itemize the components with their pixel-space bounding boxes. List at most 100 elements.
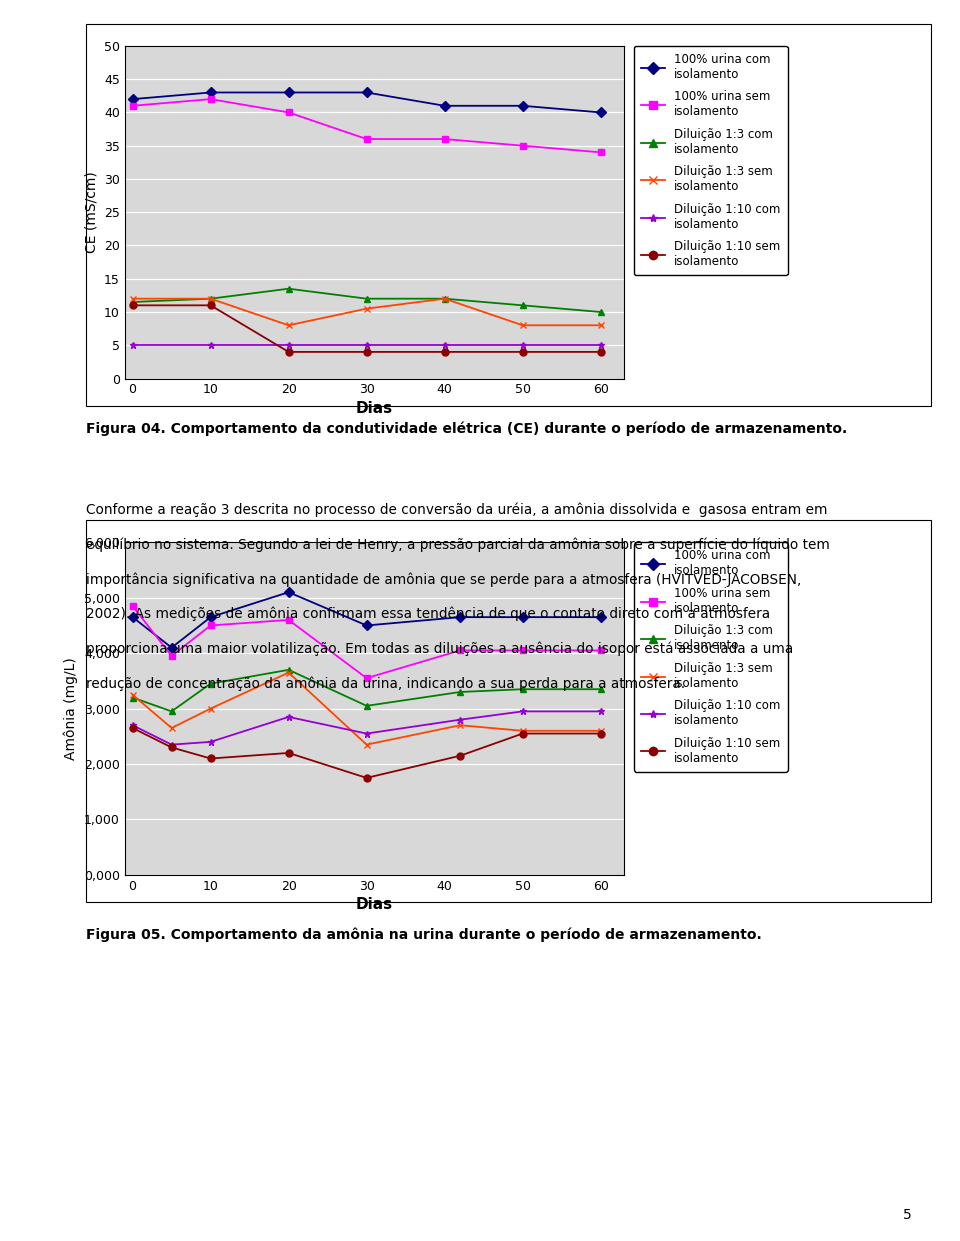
100% urina sem
isolamento xyxy=(127,598,138,613)
Text: 5: 5 xyxy=(903,1209,912,1222)
Diluição 1:3 sem
isolamento xyxy=(595,318,607,333)
Diluição 1:10 sem
isolamento xyxy=(204,298,216,313)
Line: 100% urina com
isolamento: 100% urina com isolamento xyxy=(130,588,604,652)
Line: Diluição 1:10 sem
isolamento: Diluição 1:10 sem isolamento xyxy=(130,302,604,355)
100% urina com
isolamento xyxy=(204,609,216,624)
100% urina com
isolamento xyxy=(439,98,450,113)
Line: Diluição 1:10 sem
isolamento: Diluição 1:10 sem isolamento xyxy=(130,725,604,782)
100% urina sem
isolamento xyxy=(204,618,216,633)
Diluição 1:10 sem
isolamento xyxy=(595,726,607,741)
Line: Diluição 1:3 com
isolamento: Diluição 1:3 com isolamento xyxy=(130,285,604,315)
Text: proporciona uma maior volatilização. Em todas as diluições a ausência do isopor : proporciona uma maior volatilização. Em … xyxy=(86,642,794,656)
Diluição 1:10 com
isolamento xyxy=(516,704,528,719)
Diluição 1:3 sem
isolamento xyxy=(516,318,528,333)
Diluição 1:3 sem
isolamento xyxy=(127,292,138,307)
Line: Diluição 1:10 com
isolamento: Diluição 1:10 com isolamento xyxy=(130,341,604,349)
Diluição 1:3 com
isolamento xyxy=(283,282,295,297)
Text: Figura 05. Comportamento da amônia na urina durante o período de armazenamento.: Figura 05. Comportamento da amônia na ur… xyxy=(86,927,762,942)
Diluição 1:10 com
isolamento xyxy=(361,726,372,741)
Diluição 1:3 com
isolamento xyxy=(204,292,216,307)
100% urina sem
isolamento xyxy=(516,138,528,153)
100% urina sem
isolamento xyxy=(595,643,607,658)
Text: 2002). As medições de amônia confirmam essa tendência de que o contato direto co: 2002). As medições de amônia confirmam e… xyxy=(86,607,771,622)
Y-axis label: CE (mS/cm): CE (mS/cm) xyxy=(84,171,98,253)
Diluição 1:3 com
isolamento xyxy=(595,681,607,696)
100% urina com
isolamento xyxy=(516,609,528,624)
100% urina sem
isolamento xyxy=(204,92,216,107)
Line: 100% urina sem
isolamento: 100% urina sem isolamento xyxy=(130,603,604,681)
Diluição 1:3 com
isolamento xyxy=(283,663,295,678)
Diluição 1:10 com
isolamento xyxy=(127,717,138,732)
100% urina sem
isolamento xyxy=(439,132,450,146)
Text: Conforme a reação 3 descrita no processo de conversão da uréia, a amônia dissolv: Conforme a reação 3 descrita no processo… xyxy=(86,503,828,517)
100% urina com
isolamento xyxy=(454,609,466,624)
Diluição 1:3 com
isolamento xyxy=(595,304,607,319)
Line: Diluição 1:3 sem
isolamento: Diluição 1:3 sem isolamento xyxy=(130,295,604,329)
Diluição 1:10 com
isolamento xyxy=(595,704,607,719)
Diluição 1:10 sem
isolamento xyxy=(361,345,372,360)
100% urina com
isolamento xyxy=(516,98,528,113)
Diluição 1:10 sem
isolamento xyxy=(439,345,450,360)
Diluição 1:10 sem
isolamento xyxy=(516,345,528,360)
100% urina com
isolamento xyxy=(361,618,372,633)
Diluição 1:3 sem
isolamento xyxy=(439,292,450,307)
Diluição 1:3 com
isolamento xyxy=(454,685,466,700)
Diluição 1:10 com
isolamento xyxy=(516,338,528,352)
Diluição 1:10 sem
isolamento xyxy=(516,726,528,741)
Text: redução de concentração da amônia da urina, indicando a sua perda para a atmosfe: redução de concentração da amônia da uri… xyxy=(86,676,685,691)
Diluição 1:3 com
isolamento xyxy=(439,292,450,307)
X-axis label: Dias: Dias xyxy=(356,897,393,912)
Diluição 1:10 com
isolamento xyxy=(595,338,607,352)
Line: Diluição 1:3 com
isolamento: Diluição 1:3 com isolamento xyxy=(130,666,604,715)
100% urina com
isolamento xyxy=(361,86,372,101)
100% urina sem
isolamento xyxy=(361,670,372,685)
Diluição 1:10 com
isolamento xyxy=(127,338,138,352)
Line: Diluição 1:10 com
isolamento: Diluição 1:10 com isolamento xyxy=(130,707,604,748)
Diluição 1:3 sem
isolamento xyxy=(361,302,372,316)
100% urina sem
isolamento xyxy=(283,613,295,628)
Diluição 1:3 sem
isolamento xyxy=(454,717,466,732)
100% urina sem
isolamento xyxy=(454,643,466,658)
100% urina com
isolamento xyxy=(166,640,178,655)
Diluição 1:3 com
isolamento xyxy=(516,681,528,696)
Diluição 1:3 sem
isolamento xyxy=(166,721,178,736)
100% urina com
isolamento xyxy=(283,585,295,599)
100% urina com
isolamento xyxy=(283,86,295,101)
Legend: 100% urina com
isolamento, 100% urina sem
isolamento, Diluição 1:3 com
isolament: 100% urina com isolamento, 100% urina se… xyxy=(634,542,787,772)
Diluição 1:10 sem
isolamento xyxy=(166,740,178,755)
Diluição 1:3 com
isolamento xyxy=(361,292,372,307)
Diluição 1:3 sem
isolamento xyxy=(204,292,216,307)
Diluição 1:3 sem
isolamento xyxy=(283,665,295,680)
100% urina sem
isolamento xyxy=(127,98,138,113)
100% urina sem
isolamento xyxy=(283,105,295,120)
Diluição 1:10 com
isolamento xyxy=(361,338,372,352)
Legend: 100% urina com
isolamento, 100% urina sem
isolamento, Diluição 1:3 com
isolament: 100% urina com isolamento, 100% urina se… xyxy=(634,46,787,276)
100% urina sem
isolamento xyxy=(361,132,372,146)
100% urina com
isolamento xyxy=(204,86,216,101)
Diluição 1:10 com
isolamento xyxy=(204,735,216,750)
Text: equilíbrio no sistema. Segundo a lei de Henry, a pressão parcial da amônia sobre: equilíbrio no sistema. Segundo a lei de … xyxy=(86,537,830,552)
100% urina sem
isolamento xyxy=(595,145,607,160)
Diluição 1:10 com
isolamento xyxy=(166,737,178,752)
Diluição 1:10 sem
isolamento xyxy=(283,345,295,360)
Diluição 1:10 com
isolamento xyxy=(283,710,295,725)
Diluição 1:10 sem
isolamento xyxy=(454,748,466,763)
Diluição 1:10 com
isolamento xyxy=(204,338,216,352)
Diluição 1:3 sem
isolamento xyxy=(283,318,295,333)
Line: 100% urina com
isolamento: 100% urina com isolamento xyxy=(130,89,604,115)
100% urina com
isolamento xyxy=(595,609,607,624)
100% urina com
isolamento xyxy=(127,609,138,624)
Diluição 1:3 com
isolamento xyxy=(516,298,528,313)
Diluição 1:3 sem
isolamento xyxy=(595,724,607,738)
Text: importância significativa na quantidade de amônia que se perde para a atmosfera : importância significativa na quantidade … xyxy=(86,572,802,587)
Diluição 1:3 sem
isolamento xyxy=(127,688,138,702)
Diluição 1:3 com
isolamento xyxy=(127,690,138,705)
Diluição 1:3 sem
isolamento xyxy=(516,724,528,738)
Diluição 1:3 sem
isolamento xyxy=(204,701,216,716)
Diluição 1:3 com
isolamento xyxy=(127,294,138,309)
Y-axis label: Amônia (mg/L): Amônia (mg/L) xyxy=(64,658,79,759)
Diluição 1:10 sem
isolamento xyxy=(127,298,138,313)
Diluição 1:10 com
isolamento xyxy=(454,712,466,727)
Diluição 1:10 com
isolamento xyxy=(439,338,450,352)
Diluição 1:10 sem
isolamento xyxy=(361,771,372,786)
